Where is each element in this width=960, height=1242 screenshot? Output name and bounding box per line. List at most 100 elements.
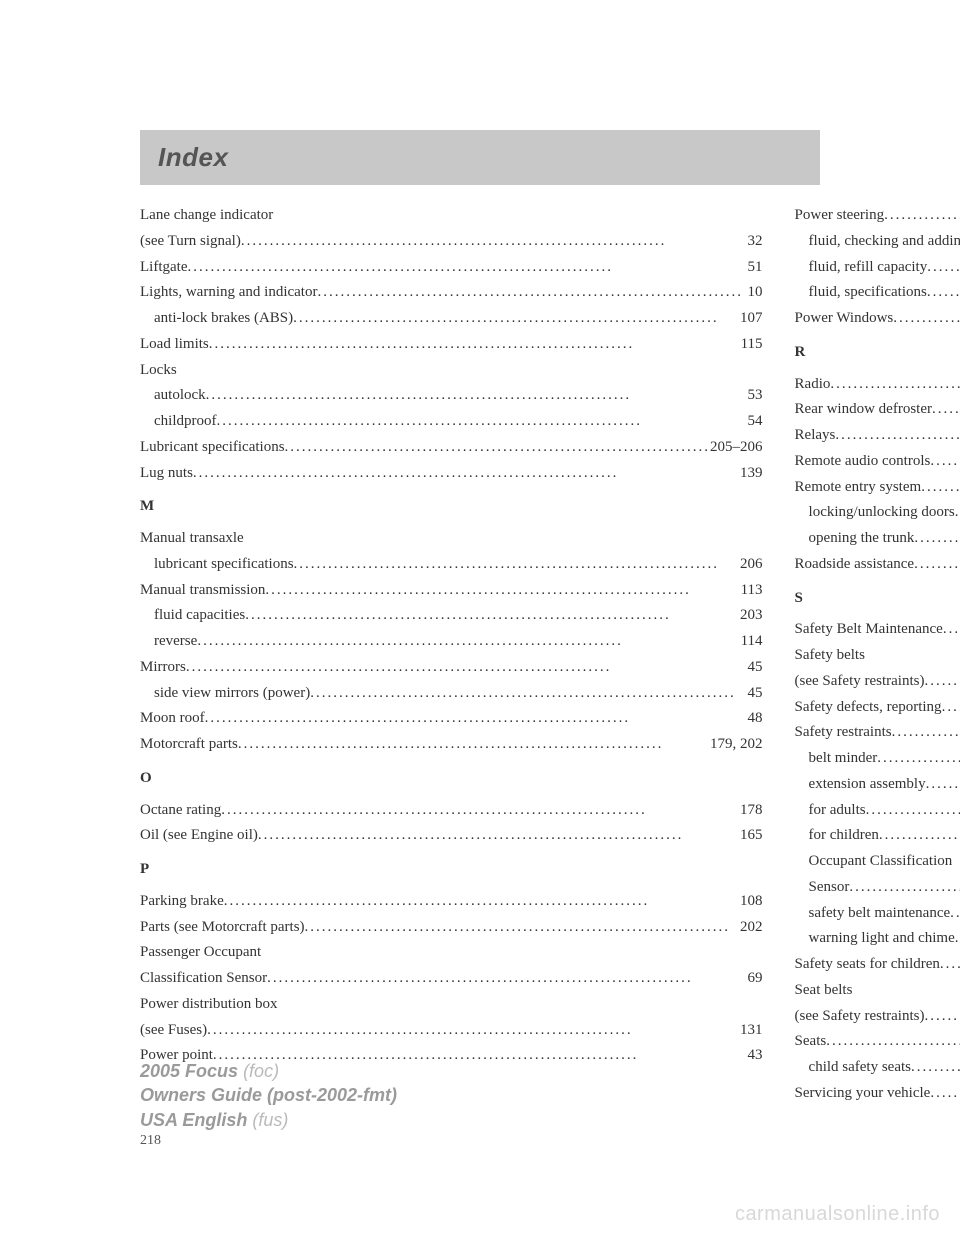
index-entry: Power steering 109 — [795, 205, 960, 227]
index-entry: Parts (see Motorcraft parts) 202 — [140, 917, 763, 939]
index-entry: Sensor 69 — [795, 877, 960, 899]
dot-leader — [942, 697, 960, 719]
index-entry: Radio 16, 20 — [795, 374, 960, 396]
dot-leader — [830, 374, 960, 396]
index-entry: (see Turn signal) 32 — [140, 231, 763, 253]
index-entry: Rear window defroster 29 — [795, 399, 960, 421]
index-entry-label: reverse — [154, 631, 197, 653]
index-entry-label: Safety seats for children — [795, 954, 940, 976]
section-letter: P — [140, 859, 763, 881]
index-entry-label: Servicing your vehicle — [795, 1083, 931, 1105]
dot-leader — [955, 928, 960, 950]
index-entry-label: fluid, specifications — [809, 282, 927, 304]
index-entry-label: for children — [809, 825, 879, 847]
index-entry: Manual transmission 113 — [140, 580, 763, 602]
dot-leader — [305, 917, 741, 939]
index-entry-label: belt minder — [809, 748, 878, 770]
dot-leader — [924, 671, 960, 693]
index-entry-page: 165 — [740, 825, 763, 847]
index-entry: Remote audio controls 24 — [795, 451, 960, 473]
dot-leader — [241, 231, 748, 253]
index-entry: Relays 127 — [795, 425, 960, 447]
index-entry: Seats 63 — [795, 1031, 960, 1053]
dot-leader — [884, 205, 960, 227]
section-letter: R — [795, 342, 960, 364]
index-entry-label: locking/unlocking doors — [809, 502, 955, 524]
index-entry-page: 202 — [740, 917, 763, 939]
index-entry: Safety seats for children 95 — [795, 954, 960, 976]
index-line: Manual transaxle — [140, 528, 763, 550]
dot-leader — [835, 425, 960, 447]
index-entry: Safety defects, reporting 155 — [795, 697, 960, 719]
index-entry-page: 10 — [748, 282, 763, 304]
dot-leader — [206, 385, 748, 407]
index-entry: fluid, refill capacity 203 — [795, 257, 960, 279]
index-entry-label: Sensor — [809, 877, 850, 899]
dot-leader — [294, 554, 740, 576]
page-title: Index — [158, 142, 228, 172]
index-entry: reverse 114 — [140, 631, 763, 653]
index-entry-label: Mirrors — [140, 657, 186, 679]
section-letter: O — [140, 768, 763, 790]
index-entry-label: Lubricant specifications — [140, 437, 285, 459]
index-entry: (see Safety restraints) 68 — [795, 1006, 960, 1028]
index-entry-page: 69 — [748, 968, 763, 990]
index-line: Locks — [140, 360, 763, 382]
dot-leader — [826, 1031, 960, 1053]
footer-model-code: (foc) — [243, 1061, 279, 1081]
dot-leader — [849, 877, 960, 899]
index-entry-label: Lug nuts — [140, 463, 193, 485]
index-entry-label: Safety restraints — [795, 722, 892, 744]
index-entry: Lug nuts 139 — [140, 463, 763, 485]
index-entry: Load limits 115 — [140, 334, 763, 356]
section-letter: M — [140, 496, 763, 518]
footer-model: 2005 Focus — [140, 1061, 243, 1081]
dot-leader — [930, 1083, 960, 1105]
index-entry-page: 48 — [748, 708, 763, 730]
dot-leader — [265, 580, 740, 602]
dot-leader — [892, 722, 960, 744]
dot-leader — [285, 437, 711, 459]
index-entry: Classification Sensor 69 — [140, 968, 763, 990]
index-entry-label: opening the trunk — [809, 528, 915, 550]
index-line: Seat belts — [795, 980, 960, 1002]
index-entry-page: 32 — [748, 231, 763, 253]
dot-leader — [207, 1020, 740, 1042]
index-entry-label: (see Turn signal) — [140, 231, 241, 253]
index-entry-label: for adults — [809, 800, 866, 822]
index-entry: Remote entry system 55 — [795, 477, 960, 499]
index-entry-label: childproof — [154, 411, 216, 433]
index-entry-page: 114 — [741, 631, 763, 653]
index-entry: Moon roof 48 — [140, 708, 763, 730]
dot-leader — [293, 308, 740, 330]
dot-leader — [186, 657, 748, 679]
index-entry-label: Roadside assistance — [795, 554, 915, 576]
dot-leader — [914, 528, 960, 550]
dot-leader — [940, 954, 960, 976]
dot-leader — [877, 748, 960, 770]
dot-leader — [193, 463, 740, 485]
index-line: Occupant Classification — [795, 851, 960, 873]
index-entry-page: 206 — [740, 554, 763, 576]
page-header: Index — [140, 130, 820, 185]
index-columns: Lane change indicator(see Turn signal) 3… — [140, 205, 820, 1109]
dot-leader — [879, 825, 960, 847]
dot-leader — [926, 774, 960, 796]
index-entry-label: Relays — [795, 425, 836, 447]
dot-leader — [216, 411, 747, 433]
index-entry-label: Parking brake — [140, 891, 224, 913]
index-entry: for adults 72–74 — [795, 800, 960, 822]
dot-leader — [221, 800, 740, 822]
footer-lang: USA English — [140, 1110, 252, 1130]
index-line: Safety belts — [795, 645, 960, 667]
dot-leader — [927, 257, 960, 279]
index-entry: Oil (see Engine oil) 165 — [140, 825, 763, 847]
index-entry: child safety seats 95 — [795, 1057, 960, 1079]
footer-line-2: Owners Guide (post-2002-fmt) — [140, 1083, 397, 1107]
index-entry-label: Seats — [795, 1031, 827, 1053]
dot-leader — [209, 334, 741, 356]
index-entry: warning light and chime 75–76 — [795, 928, 960, 950]
index-entry-label: Lights, warning and indicator — [140, 282, 317, 304]
index-line: Passenger Occupant — [140, 942, 763, 964]
dot-leader — [921, 477, 960, 499]
